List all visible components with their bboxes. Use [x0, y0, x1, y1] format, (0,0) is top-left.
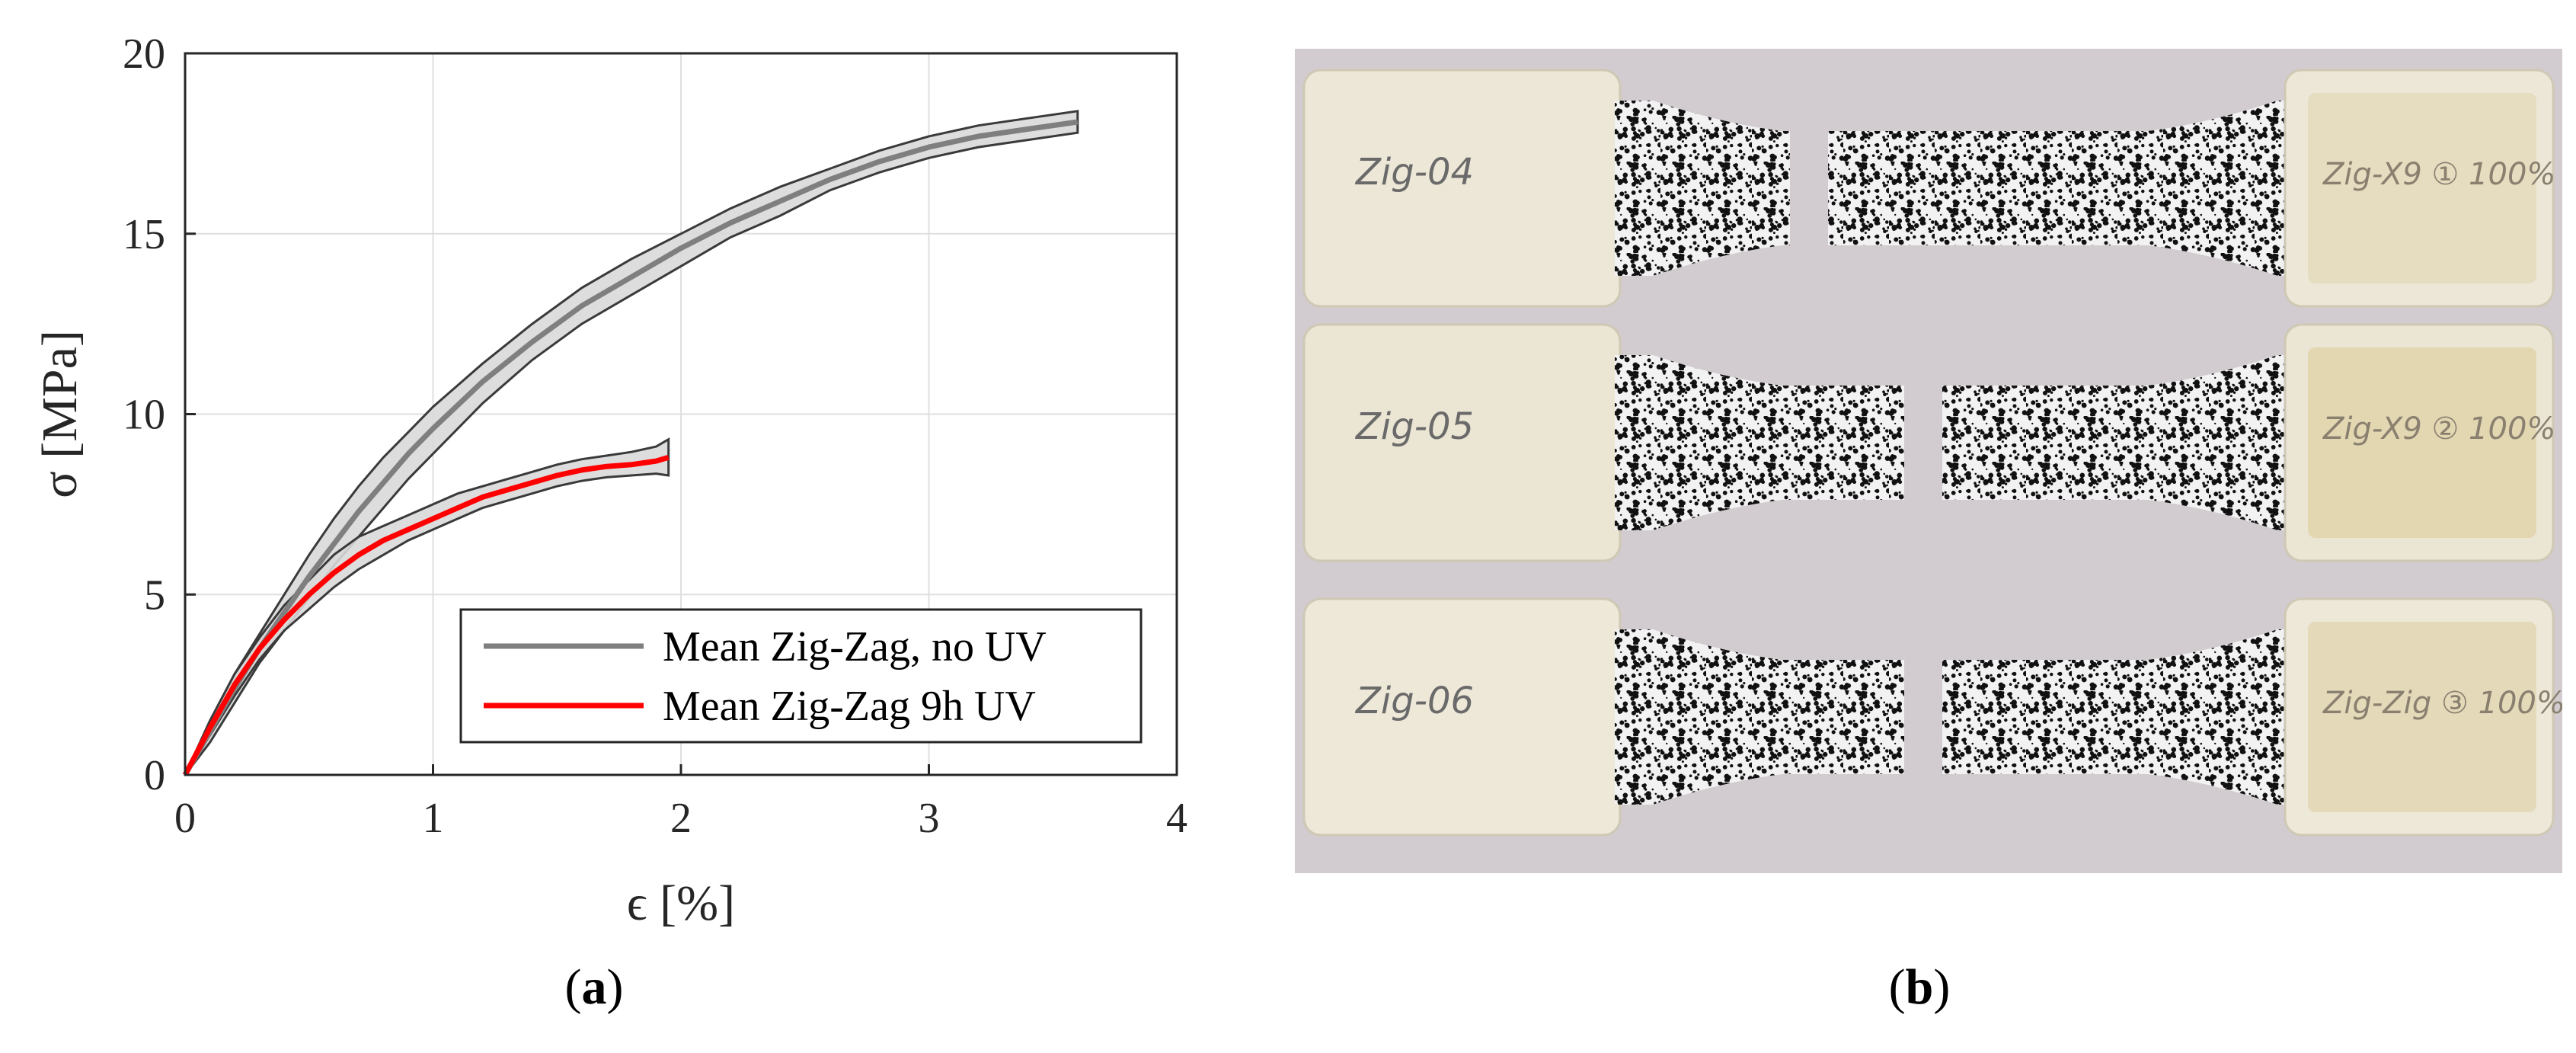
- legend-box: [459, 608, 1143, 744]
- gauge-left: [1615, 629, 1904, 805]
- legend-entry-2: Mean Zig-Zag 9h UV: [663, 683, 1036, 730]
- specimen-3: Zig-06 Zig-Zig ③ 100%: [1302, 597, 2562, 837]
- stress-strain-chart: 0 1 2 3 4 0 5 10 15 20 ϵ [%] σ [MPa] Mean Zig-Zag, n…: [32, 30, 1187, 931]
- gauge-right: [1942, 629, 2285, 805]
- x-tick-label: 1: [423, 795, 444, 842]
- gauge-left: [1615, 355, 1904, 530]
- left-tab-writing: Zig-04: [1354, 151, 1474, 194]
- y-tick-label: 10: [123, 392, 165, 439]
- y-axis-label: σ [MPa]: [32, 330, 88, 498]
- specimen-1: Zig-04 Zig-X9 ① 100%: [1302, 69, 2555, 308]
- gauge-right: [1942, 355, 2285, 530]
- series-2-line: [182, 454, 670, 776]
- gauge-right: [1828, 101, 2285, 276]
- y-tick-label: 15: [123, 211, 165, 258]
- panel-label-a: (a): [564, 959, 624, 1015]
- x-tick-label: 0: [174, 795, 196, 842]
- gauge-left: [1615, 101, 1790, 276]
- x-tick-label: 4: [1166, 795, 1187, 842]
- x-axis-label: ϵ [%]: [627, 875, 735, 931]
- right-tab-writing: Zig-Zig ③ 100%: [2322, 686, 2562, 721]
- series-1-line: [182, 119, 1079, 776]
- x-tick-label: 2: [670, 795, 692, 842]
- y-tick-label: 0: [144, 752, 165, 799]
- panel-label-b: (b): [1888, 959, 1951, 1015]
- legend: Mean Zig-Zag, no UV Mean Zig-Zag 9h UV: [459, 608, 1143, 744]
- right-grip-label-area: [2308, 622, 2536, 812]
- specimen-photo: Zig-04 Zig-X9 ① 100%Zig-05 Zig-X9 ② 100%Zi…: [1295, 49, 2562, 873]
- legend-entry-1: Mean Zig-Zag, no UV: [663, 623, 1047, 671]
- specimen-2: Zig-05 Zig-X9 ② 100%: [1302, 323, 2555, 562]
- left-tab-writing: Zig-05: [1354, 405, 1474, 448]
- right-grip-label-area: [2308, 347, 2536, 538]
- right-tab-writing: Zig-X9 ① 100%: [2322, 157, 2555, 192]
- y-tick-label: 20: [123, 30, 165, 78]
- x-tick-label: 3: [919, 795, 940, 842]
- left-tab-writing: Zig-06: [1354, 680, 1474, 722]
- right-grip-label-area: [2308, 93, 2536, 283]
- y-tick-label: 5: [144, 571, 165, 619]
- right-tab-writing: Zig-X9 ② 100%: [2322, 411, 2555, 446]
